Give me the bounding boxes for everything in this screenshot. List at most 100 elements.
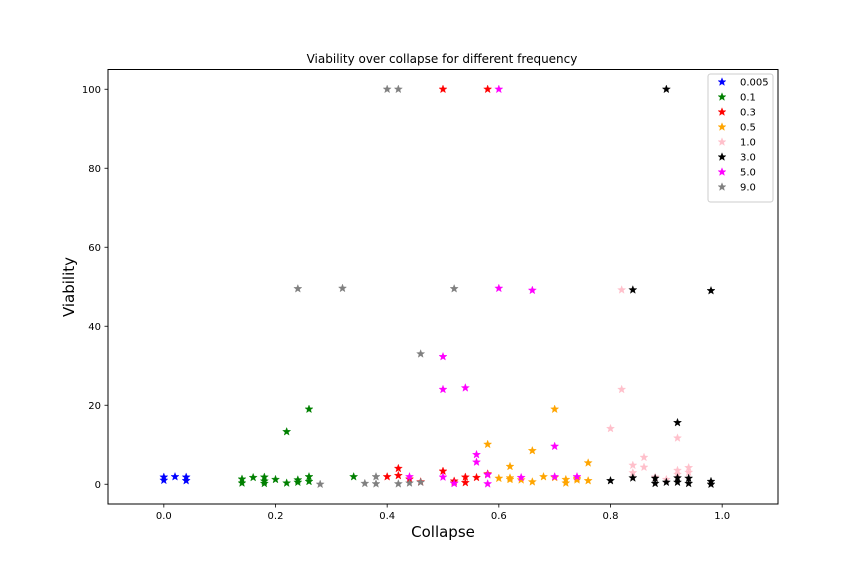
data-point	[471, 472, 482, 482]
legend-label: 1.0	[740, 138, 756, 149]
data-point	[661, 84, 671, 94]
data-point	[393, 463, 403, 473]
series-0-1	[237, 404, 359, 488]
data-point	[371, 479, 381, 488]
data-point	[516, 472, 526, 482]
x-tick-label: 0.6	[491, 511, 507, 522]
data-point	[617, 285, 627, 294]
legend-marker	[717, 152, 727, 161]
x-tick-label: 0.0	[156, 511, 172, 522]
data-point	[628, 460, 638, 470]
data-point	[505, 461, 515, 471]
data-point	[684, 478, 694, 488]
legend-label: 0.5	[740, 123, 756, 134]
data-point	[628, 473, 638, 482]
data-point	[605, 475, 616, 485]
data-point	[650, 473, 660, 483]
data-point	[282, 426, 292, 436]
data-point	[706, 479, 716, 489]
chart-title: Viability over collapse for different fr…	[307, 52, 578, 66]
y-tick-label: 100	[82, 85, 101, 96]
y-tick-label: 20	[88, 401, 101, 412]
data-point	[259, 478, 269, 488]
data-point	[527, 477, 537, 486]
data-point	[494, 473, 504, 483]
data-point	[393, 84, 403, 94]
data-point	[706, 285, 716, 295]
series-3-0	[605, 84, 716, 489]
data-point	[628, 285, 638, 294]
data-point	[438, 84, 448, 94]
data-point	[293, 283, 303, 293]
legend-frame	[707, 73, 774, 203]
data-point	[583, 458, 593, 467]
data-point	[438, 472, 448, 482]
data-point	[471, 449, 482, 459]
data-point	[438, 384, 448, 394]
data-point	[639, 462, 649, 472]
x-tick-label: 0.4	[379, 511, 395, 522]
legend-marker	[717, 107, 727, 116]
series-0-005	[159, 471, 191, 485]
data-point	[527, 445, 537, 455]
series-0-3	[382, 84, 493, 487]
data-point	[494, 283, 504, 293]
data-point	[494, 84, 504, 94]
y-tick-label: 80	[88, 164, 101, 175]
legend-label: 0.005	[740, 78, 769, 89]
ticks-layer: 0.0 0.2 0.4 0.6 0.8 1.0 0 20 40 60 80 100	[82, 85, 730, 522]
series-9-0	[293, 84, 459, 489]
data-point	[672, 433, 683, 442]
data-point	[483, 84, 493, 94]
legend-marker	[717, 77, 727, 86]
y-tick-label: 0	[95, 480, 101, 491]
data-point	[449, 283, 459, 293]
series-1-0	[605, 285, 694, 484]
data-point	[672, 477, 683, 487]
data-point	[304, 476, 314, 486]
data-point	[170, 471, 180, 481]
data-point	[315, 479, 325, 489]
x-tick-label: 0.2	[268, 511, 284, 522]
data-point	[550, 471, 560, 481]
series-5-0	[404, 84, 582, 488]
series-0-5	[483, 404, 593, 487]
data-point	[617, 384, 627, 394]
legend-marker	[717, 122, 727, 131]
legend-marker	[717, 137, 727, 146]
points-layer	[159, 84, 716, 489]
data-point	[382, 84, 392, 94]
data-point	[349, 471, 359, 481]
data-point	[438, 351, 448, 361]
legend: 0.005 0.1 0.3 0.5 1.0 3.0 5.0 9.0	[707, 73, 774, 203]
data-point	[471, 457, 482, 466]
data-point	[672, 417, 683, 427]
data-point	[270, 474, 281, 484]
data-point	[561, 474, 571, 484]
data-point	[572, 471, 582, 481]
data-point	[505, 474, 515, 484]
data-point	[483, 469, 493, 479]
data-point	[282, 478, 292, 487]
legend-marker	[717, 92, 727, 101]
data-point	[550, 404, 560, 414]
data-point	[561, 478, 571, 487]
data-point	[416, 477, 426, 487]
data-point	[449, 478, 459, 488]
data-point	[181, 475, 191, 485]
data-point	[483, 479, 493, 488]
data-point	[538, 471, 549, 481]
legend-label: 0.3	[740, 108, 756, 119]
data-point	[304, 404, 314, 414]
plot-frame	[107, 69, 779, 505]
data-point	[416, 349, 426, 358]
data-point	[360, 478, 370, 488]
data-point	[650, 478, 660, 488]
data-point	[661, 477, 671, 487]
x-tick-label: 0.8	[603, 511, 619, 522]
data-point	[393, 470, 403, 480]
data-point	[460, 477, 470, 487]
data-point	[371, 471, 381, 481]
data-point	[404, 478, 415, 487]
